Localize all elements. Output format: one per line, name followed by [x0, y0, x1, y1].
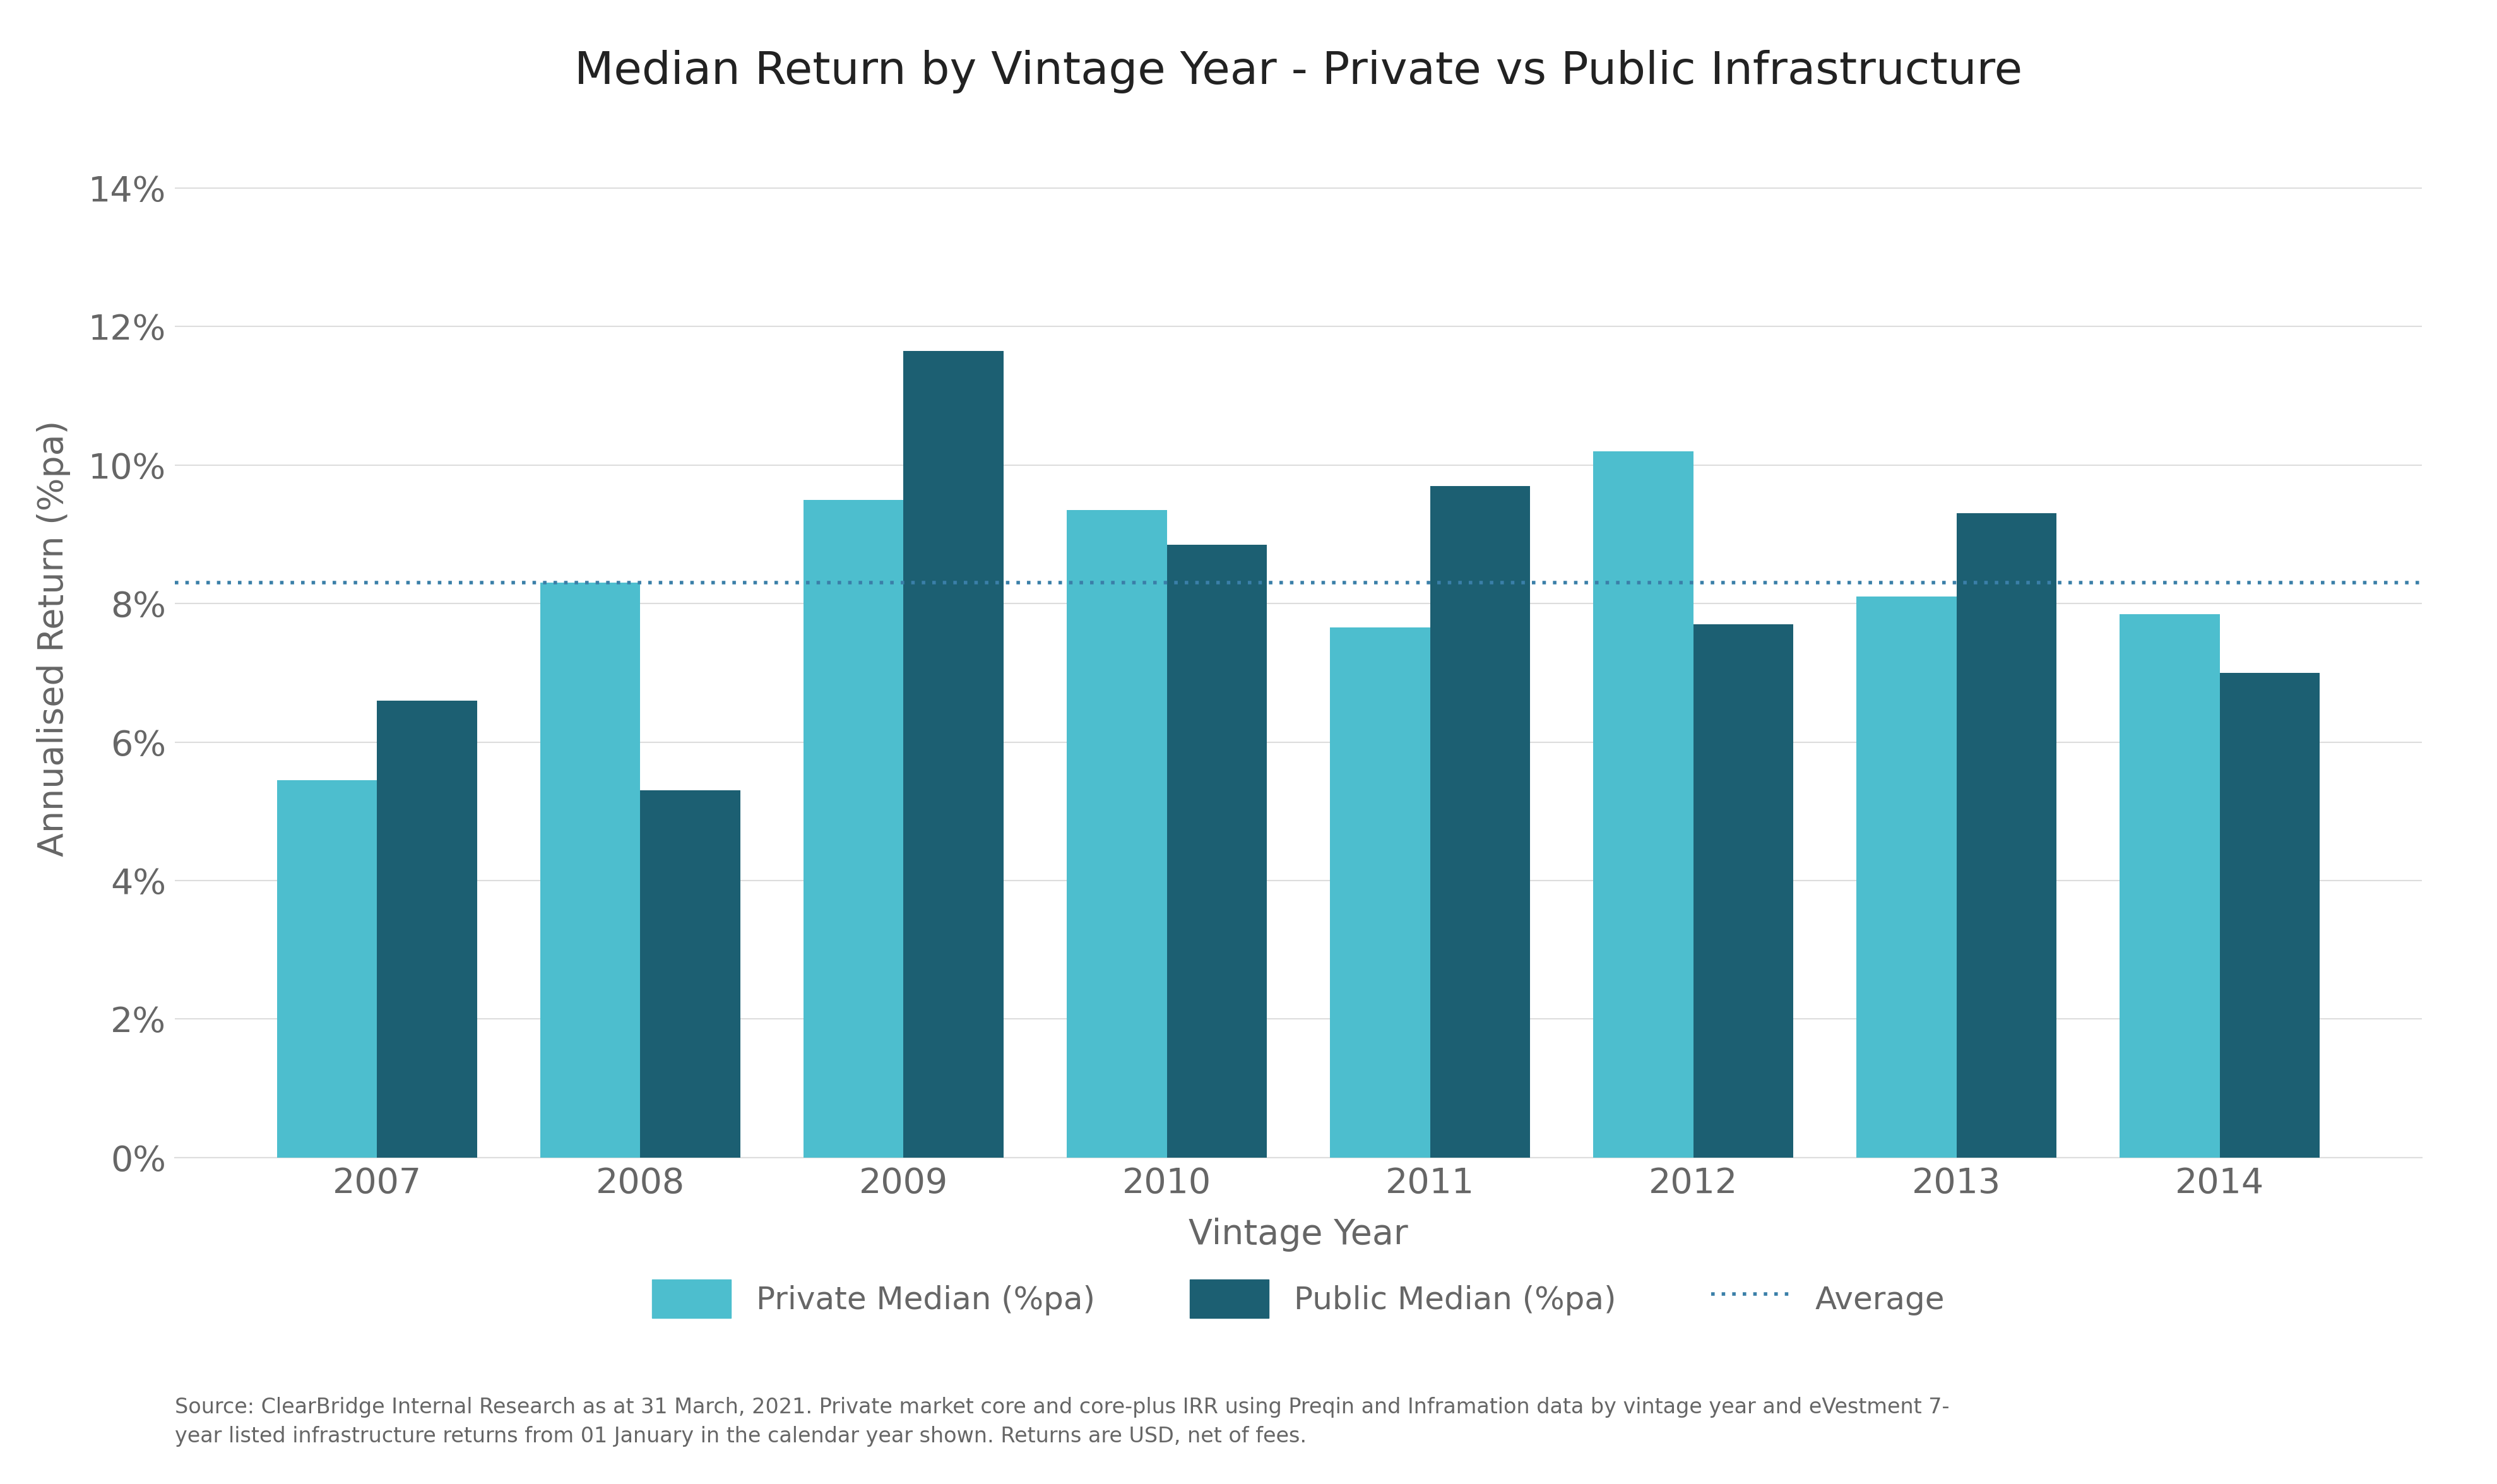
Bar: [1593, 451, 1693, 1158]
Bar: [377, 700, 477, 1158]
Text: Source: ClearBridge Internal Research as at 31 March, 2021. Private market core : Source: ClearBridge Internal Research as…: [175, 1396, 1950, 1447]
Bar: [1431, 485, 1531, 1158]
X-axis label: Vintage Year: Vintage Year: [1189, 1218, 1408, 1252]
Bar: [639, 791, 739, 1158]
Bar: [2220, 672, 2320, 1158]
Bar: [2120, 614, 2220, 1158]
Bar: [804, 500, 904, 1158]
Bar: [1331, 628, 1431, 1158]
Title: Median Return by Vintage Year - Private vs Public Infrastructure: Median Return by Vintage Year - Private …: [574, 49, 2023, 93]
Bar: [277, 781, 377, 1158]
Legend: Private Median (%pa), Public Median (%pa), Average: Private Median (%pa), Public Median (%pa…: [622, 1248, 1975, 1349]
Y-axis label: Annualised Return (%pa): Annualised Return (%pa): [37, 420, 70, 856]
Bar: [1693, 625, 1793, 1158]
Bar: [539, 583, 639, 1158]
Bar: [1958, 513, 2058, 1158]
Bar: [1066, 510, 1166, 1158]
Bar: [1166, 545, 1266, 1158]
Bar: [904, 350, 1004, 1158]
Bar: [1858, 597, 1958, 1158]
